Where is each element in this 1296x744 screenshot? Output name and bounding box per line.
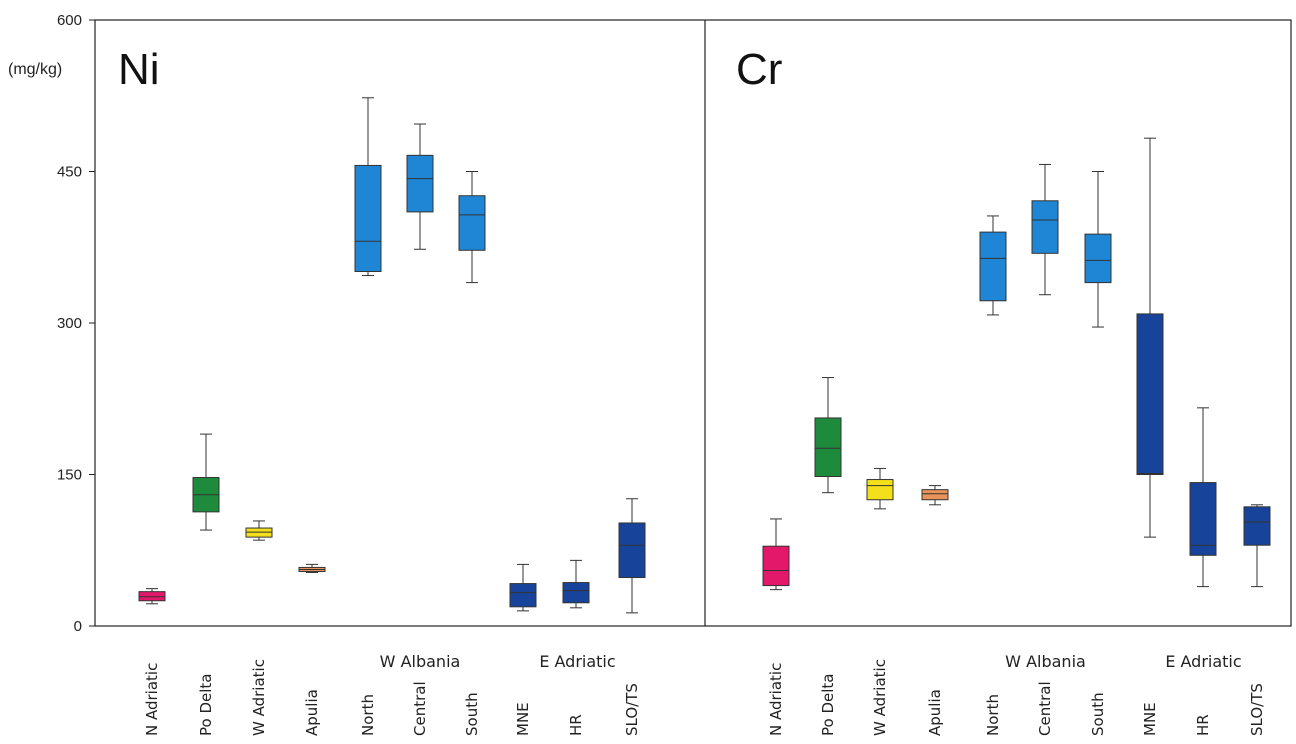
group-label-w-albania: W Albania [380,652,461,671]
y-tick-label: 0 [74,618,82,635]
box-iqr [979,231,1007,302]
box-n-adriatic-ni [138,588,166,605]
box-iqr [354,164,382,272]
y-tick-label: 450 [57,164,82,181]
category-label-mne: MNE [514,702,532,736]
box-w-adriatic-ni [245,520,273,541]
group-label-e-adriatic: E Adriatic [539,652,615,671]
box-central-cr [1031,163,1059,296]
box-iqr [1189,482,1217,556]
box-iqr [562,582,590,604]
box-n-adriatic-cr [762,518,790,591]
box-po-delta-cr [814,377,842,494]
box-north-ni [354,97,382,277]
category-label-po-delta: Po Delta [819,674,837,736]
box-iqr [138,591,166,602]
box-apulia-ni [298,563,326,573]
category-label-hr: HR [1194,714,1212,736]
box-iqr [1031,200,1059,254]
box-slo-ts-ni [618,498,646,614]
category-label-hr: HR [567,714,585,736]
y-tick-label: 150 [57,467,82,484]
box-po-delta-ni [192,433,220,531]
category-label-south: South [463,692,481,736]
category-label-mne: MNE [1141,702,1159,736]
panel-ni [138,97,646,614]
box-iqr [1084,233,1112,284]
box-hr-cr [1189,407,1217,588]
plot-frame [94,19,1292,627]
group-label-e-adriatic: E Adriatic [1165,652,1241,671]
box-mne-ni [509,563,537,612]
group-label-w-albania: W Albania [1005,652,1086,671]
category-label-slo-ts: SLO/TS [1248,683,1266,736]
category-label-apulia: Apulia [926,689,944,736]
box-iqr [1136,313,1164,475]
box-iqr [866,479,894,501]
y-axis-unit: (mg/kg) [8,61,62,78]
category-label-apulia: Apulia [303,689,321,736]
category-label-w-adriatic: W Adriatic [871,659,889,736]
box-iqr [618,522,646,579]
box-south-ni [458,171,486,284]
box-iqr [921,489,949,501]
y-axis: 0 150 300 450 600 [57,12,95,635]
category-label-po-delta: Po Delta [197,674,215,736]
box-slo-ts-cr [1243,504,1271,588]
category-label-north: North [359,694,377,736]
category-labels-cr: N Adriatic Po Delta W Adriatic Apulia North C… [767,652,1266,736]
box-iqr [245,527,273,538]
box-north-cr [979,215,1007,316]
category-label-central: Central [1036,681,1054,736]
category-label-n-adriatic: N Adriatic [143,663,161,736]
box-iqr [814,417,842,478]
category-label-slo-ts: SLO/TS [623,683,641,736]
panel-title-cr: Cr [736,45,782,94]
category-labels-ni: N Adriatic Po Delta W Adriatic Apulia North C… [143,652,641,736]
category-label-south: South [1089,692,1107,736]
box-iqr [458,195,486,251]
category-label-w-adriatic: W Adriatic [250,659,268,736]
category-label-n-adriatic: N Adriatic [767,663,785,736]
box-iqr [762,545,790,587]
box-apulia-cr [921,485,949,506]
y-tick-label: 300 [57,315,82,332]
box-w-adriatic-cr [866,467,894,510]
box-iqr [1243,506,1271,546]
panel-title-ni: Ni [118,45,160,94]
box-central-ni [406,123,434,250]
box-mne-cr [1136,137,1164,538]
panel-cr [762,137,1271,591]
category-label-north: North [984,694,1002,736]
box-south-cr [1084,171,1112,328]
box-iqr [509,583,537,608]
box-iqr [406,154,434,213]
box-hr-ni [562,559,590,609]
category-label-central: Central [411,681,429,736]
y-tick-label: 600 [57,12,82,29]
